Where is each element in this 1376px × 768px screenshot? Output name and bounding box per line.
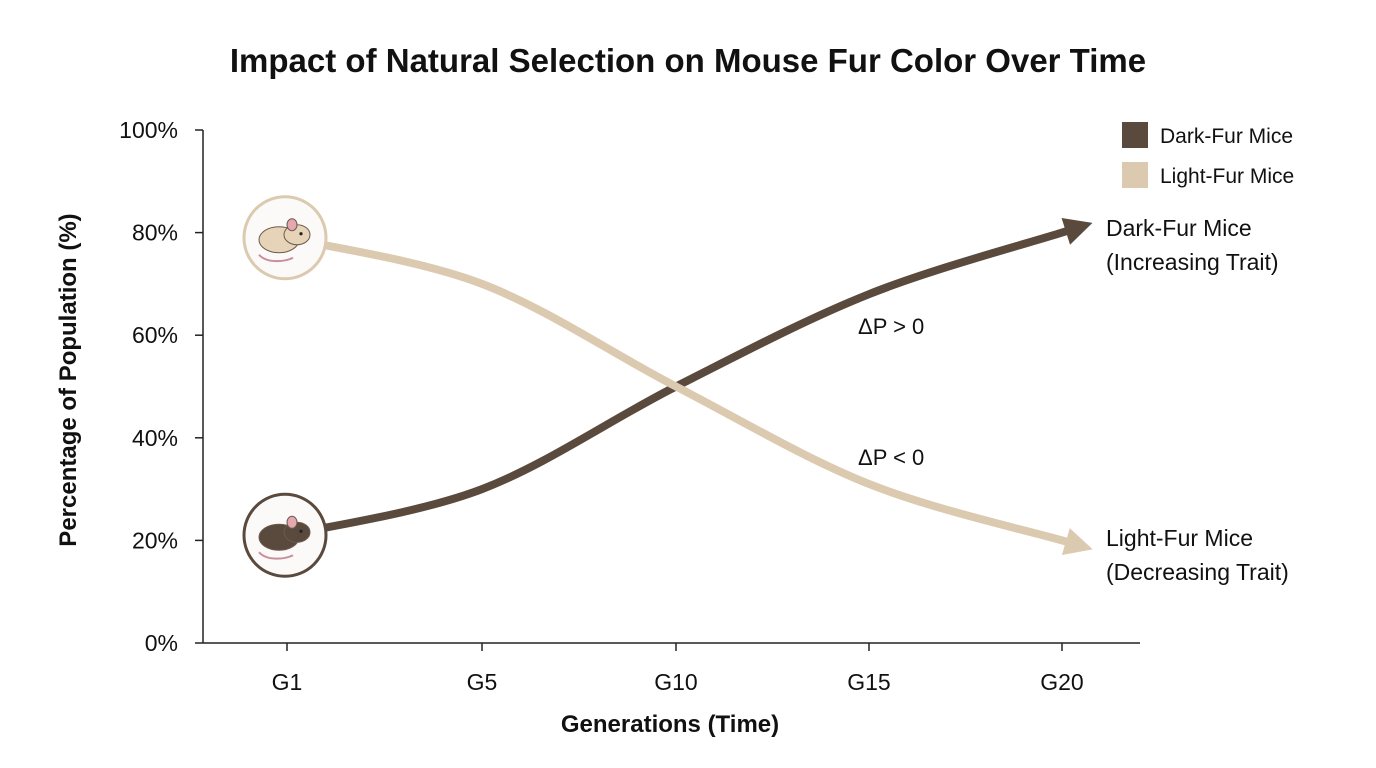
y-tick-label: 40% [132, 425, 178, 451]
x-tick-label: G5 [467, 669, 498, 695]
y-axis-label: Percentage of Population (%) [55, 213, 82, 546]
legend-label-light: Light-Fur Mice [1160, 165, 1294, 188]
legend: Dark-Fur Mice Light-Fur Mice [1122, 122, 1294, 188]
end-label-light-line1: Light-Fur Mice [1106, 525, 1253, 551]
end-label-dark-line2: (Increasing Trait) [1106, 249, 1279, 275]
x-tick-label: G15 [847, 669, 890, 695]
series-line-0 [283, 226, 1074, 540]
legend-swatch-light [1122, 162, 1148, 188]
series-arrowhead-0 [1061, 218, 1093, 245]
series-arrowhead-1 [1061, 528, 1093, 555]
end-label-dark-line1: Dark-Fur Mice [1106, 215, 1252, 241]
annotation-dp-negative: ΔP < 0 [858, 445, 924, 470]
y-tick-label: 0% [145, 630, 178, 656]
light-mouse-icon [242, 195, 328, 281]
y-tick-label: 80% [132, 220, 178, 246]
y-tick-label: 20% [132, 527, 178, 553]
annotation-dp-positive: ΔP > 0 [858, 314, 924, 339]
dark-mouse-icon [242, 492, 328, 578]
series-line-1 [283, 233, 1074, 547]
y-tick-label: 60% [132, 322, 178, 348]
legend-swatch-dark [1122, 122, 1148, 148]
y-tick-label: 100% [119, 117, 178, 143]
chart-title: Impact of Natural Selection on Mouse Fur… [230, 42, 1146, 79]
end-label-light-line2: (Decreasing Trait) [1106, 559, 1289, 585]
x-tick-label: G20 [1040, 669, 1083, 695]
legend-label-dark: Dark-Fur Mice [1160, 125, 1293, 148]
x-tick-label: G10 [654, 669, 697, 695]
x-tick-label: G1 [272, 669, 303, 695]
x-axis-label: Generations (Time) [561, 711, 779, 738]
